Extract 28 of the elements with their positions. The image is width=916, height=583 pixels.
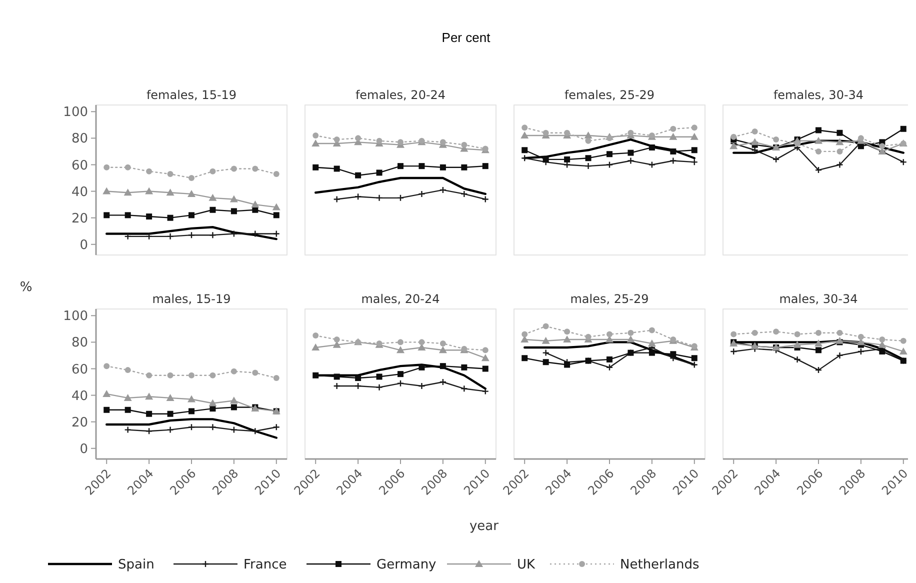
chart-title: males, 25-29 <box>570 292 649 306</box>
chart-title: females, 25-29 <box>564 88 655 102</box>
chart-title: females, 30-34 <box>773 88 864 102</box>
legend-label: Germany <box>376 558 437 573</box>
y-tick-label: 80 <box>71 336 88 351</box>
y-tick-label: 40 <box>71 184 88 200</box>
y-tick-label: 0 <box>80 442 88 457</box>
legend-label: Spain <box>118 558 154 573</box>
y-tick-label: 60 <box>71 158 88 174</box>
y-tick-label: 20 <box>71 415 88 430</box>
y-tick-label: 40 <box>71 388 88 404</box>
x-axis-title: year <box>469 519 500 534</box>
legend-label: Netherlands <box>620 558 700 573</box>
y-tick-label: 80 <box>71 132 88 147</box>
y-tick-label: 60 <box>71 362 88 378</box>
y-tick-label: 0 <box>80 238 88 253</box>
chart-title: males, 15-19 <box>152 292 231 306</box>
legend-label: France <box>244 558 287 573</box>
chart-title: males, 20-24 <box>361 292 440 306</box>
chart-title: females, 15-19 <box>146 88 237 102</box>
chart-title: females, 20-24 <box>355 88 446 102</box>
y-tick-label: 100 <box>63 309 88 324</box>
chart-title: males, 30-34 <box>779 292 858 306</box>
y-tick-label: 20 <box>71 211 88 226</box>
text: Per cent <box>442 30 491 45</box>
y-tick-label: 100 <box>63 105 88 120</box>
legend-label: UK <box>517 558 536 573</box>
y-axis-title: % <box>20 280 32 295</box>
